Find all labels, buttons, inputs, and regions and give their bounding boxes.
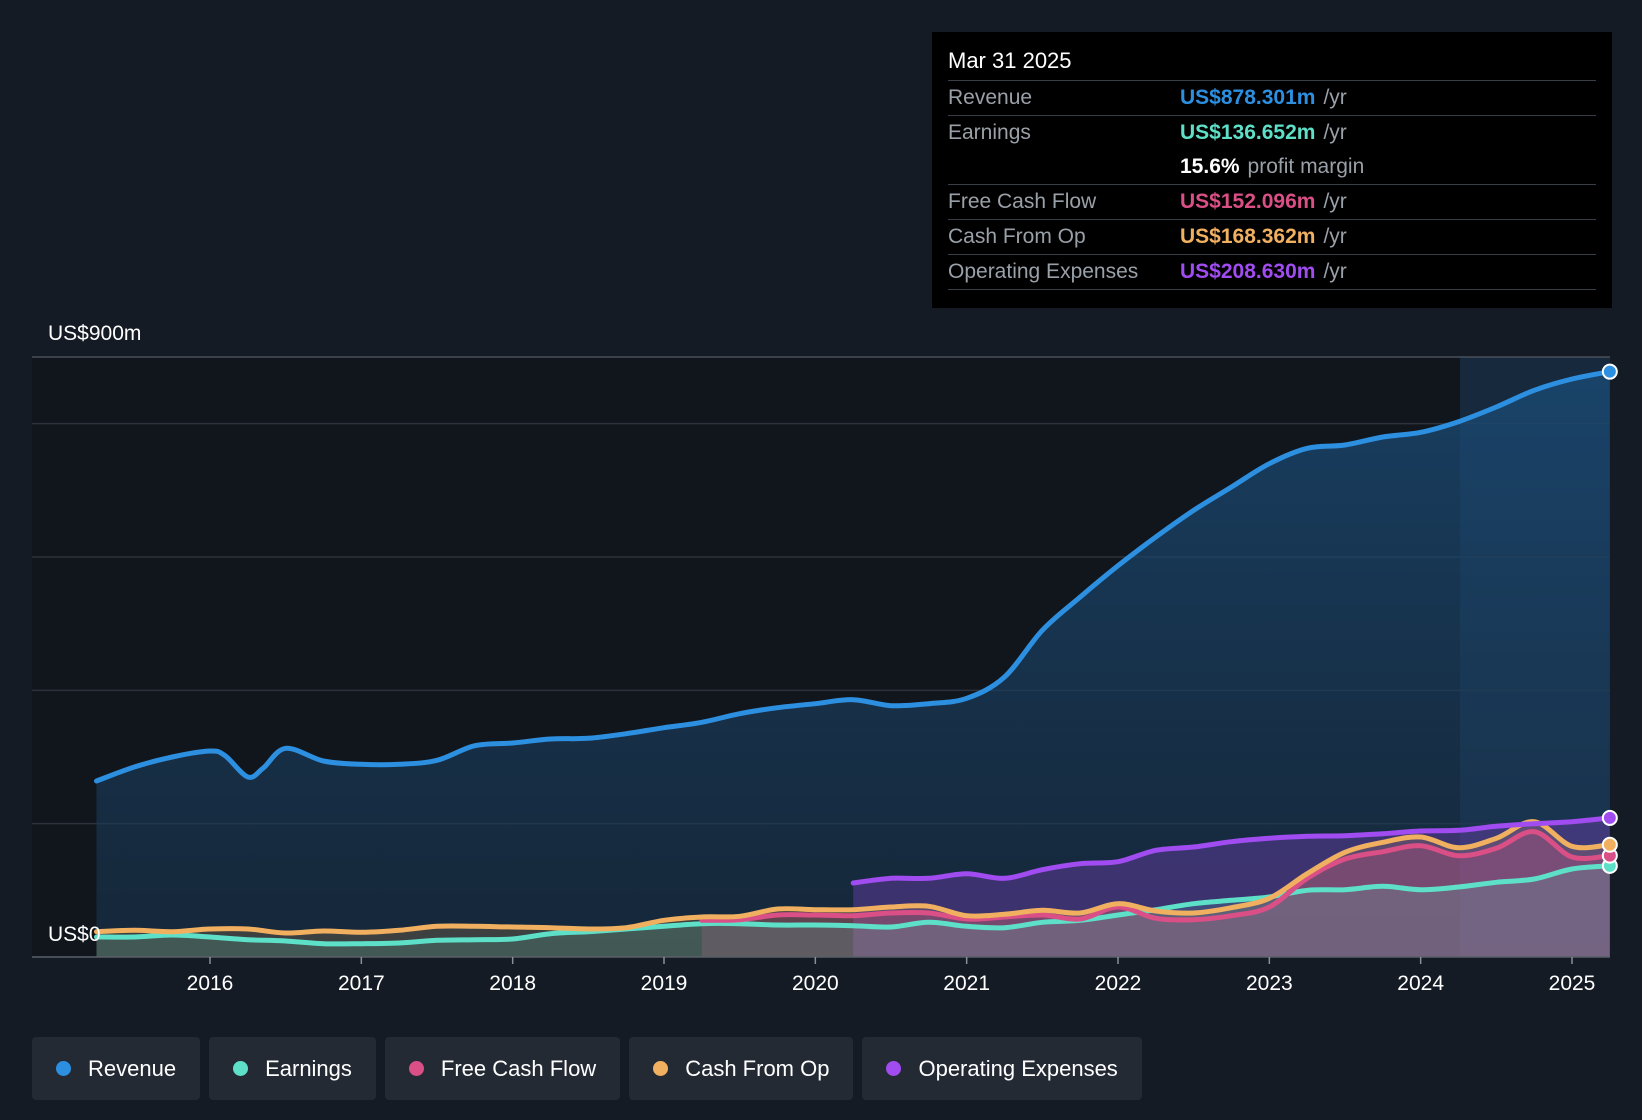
legend-dot-icon [233, 1061, 249, 1076]
free-cash-flow-line [699, 829, 1613, 923]
tooltip-value: US$878.301m [1180, 86, 1316, 109]
chart-legend: Revenue Earnings Free Cash Flow Cash Fro… [32, 1037, 1142, 1100]
cash-from-op-endpoint-marker [1601, 836, 1618, 853]
legend-dot-icon [56, 1061, 71, 1076]
tooltip-label: Revenue [948, 86, 1033, 109]
legend-dot-icon [408, 1061, 424, 1076]
x-tick-label: 2017 [338, 972, 385, 995]
y-axis-top-label: US$900m [48, 322, 141, 345]
revenue-endpoint-marker [1601, 363, 1618, 380]
tooltip-value: US$152.096m [1180, 190, 1316, 213]
x-tick-label: 2019 [641, 972, 688, 995]
free-cash-flow-area [701, 831, 1610, 957]
tooltip-row-earnings: Earnings US$136.652m /yr [948, 115, 1596, 150]
data-tooltip: Mar 31 2025 Revenue US$878.301m /yr Earn… [932, 32, 1612, 308]
x-axis-ticks: 2016 2017 2018 2019 2020 2021 2022 2023 2024 2025 [187, 957, 1596, 995]
legend-label: Revenue [88, 1055, 177, 1081]
legend-item-free-cash-flow[interactable]: Free Cash Flow [384, 1037, 621, 1100]
x-tick-label: 2016 [187, 972, 234, 995]
tooltip-unit: /yr [1323, 86, 1347, 109]
tooltip-unit: /yr [1323, 225, 1347, 248]
y-axis-bottom-label: US$0 [48, 923, 101, 946]
cash-from-op-area [96, 821, 1610, 957]
tooltip-value: US$136.652m [1180, 121, 1316, 144]
legend-label: Free Cash Flow [440, 1055, 597, 1081]
x-tick-label: 2021 [943, 972, 990, 995]
legend-dot-icon [653, 1061, 669, 1076]
tooltip-unit: /yr [1323, 260, 1347, 283]
x-tick-label: 2024 [1397, 972, 1444, 995]
legend-label: Earnings [265, 1055, 352, 1081]
tooltip-label: Earnings [948, 121, 1031, 144]
revenue-line [94, 369, 1613, 784]
tooltip-unit: /yr [1323, 190, 1347, 213]
legend-label: Operating Expenses [918, 1055, 1118, 1081]
tooltip-row-margin: 15.6% profit margin [948, 150, 1596, 184]
x-tick-label: 2025 [1549, 972, 1596, 995]
tooltip-value: US$208.630m [1180, 260, 1316, 283]
earnings-area [96, 865, 1610, 957]
x-tick-label: 2022 [1095, 972, 1142, 995]
tooltip-date: Mar 31 2025 [948, 48, 1072, 73]
tooltip-row-revenue: Revenue US$878.301m /yr [948, 80, 1596, 115]
legend-item-operating-expenses[interactable]: Operating Expenses [862, 1037, 1142, 1100]
legend-label: Cash From Op [685, 1055, 830, 1081]
tooltip-label: Operating Expenses [948, 260, 1139, 283]
cash-from-op-line [94, 819, 1613, 936]
tooltip-unit: /yr [1323, 121, 1347, 144]
tooltip-label: Free Cash Flow [948, 190, 1097, 213]
profit-margin-value: 15.6% [1180, 155, 1240, 178]
legend-item-earnings[interactable]: Earnings [209, 1037, 376, 1100]
operating-expenses-endpoint-marker [1601, 809, 1618, 826]
tooltip-row-cash-from-op: Cash From Op US$168.362m /yr [948, 219, 1596, 254]
legend-dot-icon [886, 1061, 902, 1076]
tooltip-value: US$168.362m [1180, 225, 1316, 248]
legend-item-revenue[interactable]: Revenue [32, 1037, 201, 1100]
tooltip-label: Cash From Op [948, 225, 1086, 248]
x-tick-label: 2018 [489, 972, 536, 995]
earnings-line [94, 863, 1613, 947]
series-lines [94, 369, 1613, 947]
revenue-area [96, 371, 1610, 957]
profit-margin-label: profit margin [1247, 155, 1365, 178]
tooltip-row-operating-expenses: Operating Expenses US$208.630m /yr [948, 254, 1596, 290]
tooltip-row-free-cash-flow: Free Cash Flow US$152.096m /yr [948, 184, 1596, 219]
legend-item-cash-from-op[interactable]: Cash From Op [629, 1037, 854, 1100]
x-tick-label: 2023 [1246, 972, 1293, 995]
operating-expenses-line [850, 815, 1613, 886]
x-tick-label: 2020 [792, 972, 839, 995]
series-endpoints [1601, 363, 1618, 874]
